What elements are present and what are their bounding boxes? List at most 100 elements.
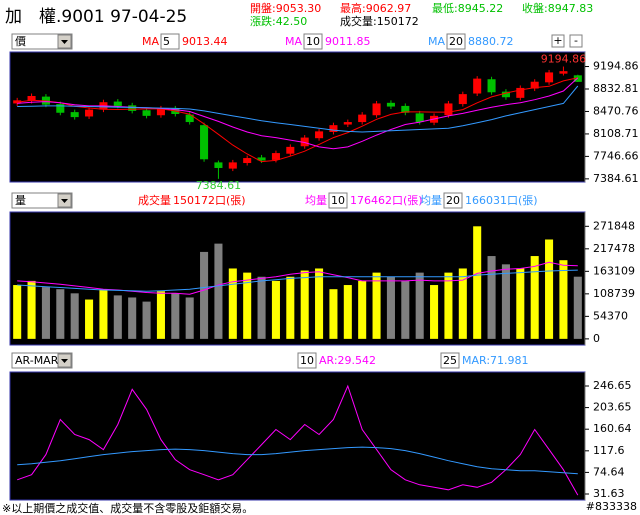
param-input-text[interactable]: 10: [300, 354, 314, 367]
volume-bar: [56, 289, 65, 339]
y-tick-label: 108739: [593, 287, 635, 300]
volume-bar: [573, 276, 582, 339]
volume-bar: [501, 264, 510, 339]
candle-body: [185, 114, 194, 123]
select-box[interactable]: [11, 192, 73, 209]
volume-ma-line: [17, 261, 578, 295]
param-input-text[interactable]: 5: [163, 35, 170, 48]
param-input-text[interactable]: 10: [306, 35, 320, 48]
y-tick-label: 54370: [593, 309, 628, 322]
volume-bar: [401, 280, 410, 339]
param-input[interactable]: [440, 352, 460, 369]
candle-body: [501, 91, 510, 98]
param-value: 150172口(張): [173, 194, 246, 207]
param-value: 166031口(張): [465, 194, 538, 207]
candle-body: [401, 105, 410, 113]
candle-body: [329, 125, 338, 132]
candle-body: [128, 105, 137, 111]
volume-bar: [458, 268, 467, 339]
volume-bar: [329, 289, 338, 339]
param-input-text[interactable]: 25: [443, 354, 457, 367]
indicator-line: [17, 446, 578, 475]
ma-line: [17, 77, 578, 163]
param-input-text[interactable]: 20: [446, 194, 460, 207]
param-input[interactable]: [443, 192, 463, 209]
header-stat: 最低:8945.22: [432, 2, 503, 15]
param-input-text[interactable]: 20: [449, 35, 463, 48]
candle-body: [473, 78, 482, 94]
param-input[interactable]: [303, 33, 323, 50]
candle-body: [286, 146, 295, 154]
candle-body: [257, 157, 266, 161]
candle-body: [559, 71, 568, 74]
candle-body: [415, 113, 424, 123]
y-tick-label: 8470.76: [593, 104, 639, 117]
volume-bar: [27, 280, 36, 339]
select-text[interactable]: AR-MAR: [15, 354, 59, 367]
min-label: 7384.61: [196, 179, 242, 192]
plot-area: [9, 51, 586, 183]
page-title: 加 權.9001 97-04-25: [5, 7, 187, 27]
y-tick-label: 217478: [593, 242, 635, 255]
plot-area: [9, 371, 586, 501]
volume-bar: [372, 272, 381, 339]
header-stat: 最高:9062.97: [340, 1, 411, 15]
param-input-text[interactable]: 10: [331, 194, 345, 207]
y-tick-label: 9194.86: [593, 60, 639, 73]
zoom-button[interactable]: [569, 34, 583, 48]
candle-body: [358, 114, 367, 123]
volume-bar: [243, 272, 252, 339]
y-tick-label: 7746.66: [593, 149, 639, 162]
candle-body: [85, 109, 94, 117]
zoom-button-text[interactable]: +: [553, 34, 562, 47]
candle-body: [516, 87, 525, 98]
arrow-icon: [61, 40, 68, 44]
header-stat: 漲跌:42.50: [250, 14, 307, 28]
y-tick-label: 246.65: [593, 379, 632, 392]
param-input[interactable]: [160, 33, 180, 50]
volume-bar: [171, 293, 180, 339]
volume-bar: [41, 287, 50, 339]
candle-body: [372, 103, 381, 116]
zoom-button[interactable]: [551, 34, 565, 48]
volume-bar: [286, 276, 295, 339]
y-tick-label: 74.64: [593, 465, 625, 478]
volume-bar: [99, 289, 108, 339]
candle-body: [156, 108, 165, 116]
y-tick-label: 8832.81: [593, 82, 639, 95]
ma-line: [17, 77, 579, 150]
param-value: 9011.85: [325, 35, 371, 48]
select-text[interactable]: 量: [15, 194, 26, 207]
param-input[interactable]: [328, 192, 348, 209]
volume-bar: [415, 272, 424, 339]
volume-bar: [214, 243, 223, 339]
volume-bar: [156, 291, 165, 339]
volume-bar: [386, 276, 395, 339]
volume-bar: [430, 285, 439, 339]
select-box[interactable]: [11, 352, 73, 369]
candle-body: [343, 122, 352, 125]
volume-bar: [530, 256, 539, 339]
y-tick-label: 117.6: [593, 444, 625, 457]
volume-bar: [315, 268, 324, 339]
y-tick-label: 8108.71: [593, 127, 639, 140]
candle-body: [545, 72, 554, 83]
candle-body: [27, 95, 36, 101]
param-label: MA: [285, 35, 302, 48]
param-input[interactable]: [297, 352, 317, 369]
zoom-button-text[interactable]: -: [574, 34, 578, 47]
param-value: 9013.44: [182, 35, 228, 48]
header-stat: 成交量:150172: [340, 14, 419, 28]
volume-bar: [271, 280, 280, 339]
param-label: MA: [142, 35, 159, 48]
volume-ma-line: [17, 269, 578, 292]
arrow-icon: [61, 359, 68, 363]
candle-body: [70, 112, 79, 118]
volume-bar: [185, 297, 194, 339]
select-text[interactable]: 價: [15, 34, 26, 48]
select-box[interactable]: [11, 33, 73, 50]
param-input[interactable]: [446, 33, 466, 50]
header-stat: 收盤:8947.83: [522, 1, 593, 15]
ma-line: [17, 85, 579, 133]
